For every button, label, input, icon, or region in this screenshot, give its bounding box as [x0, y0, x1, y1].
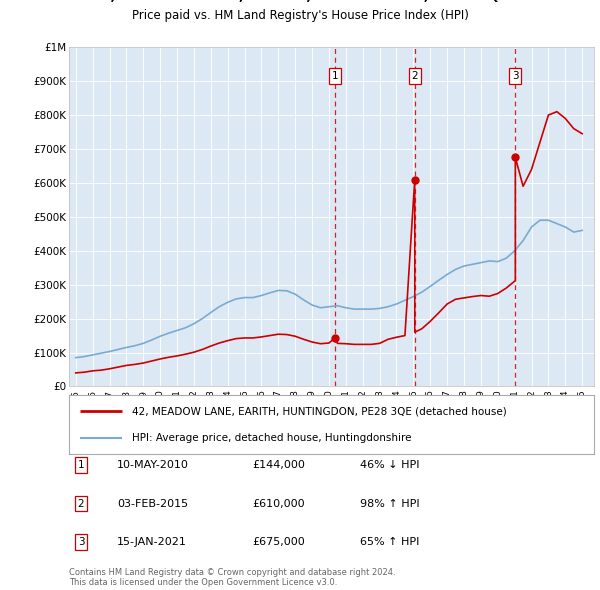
- Text: 03-FEB-2015: 03-FEB-2015: [117, 499, 188, 509]
- Text: 98% ↑ HPI: 98% ↑ HPI: [360, 499, 419, 509]
- Text: 1: 1: [77, 460, 85, 470]
- Text: 15-JAN-2021: 15-JAN-2021: [117, 537, 187, 547]
- Text: 10-MAY-2010: 10-MAY-2010: [117, 460, 189, 470]
- Text: 42, MEADOW LANE, EARITH, HUNTINGDON, PE28 3QE: 42, MEADOW LANE, EARITH, HUNTINGDON, PE2…: [91, 0, 509, 3]
- Text: 3: 3: [77, 537, 85, 547]
- Text: Price paid vs. HM Land Registry's House Price Index (HPI): Price paid vs. HM Land Registry's House …: [131, 9, 469, 22]
- Text: This data is licensed under the Open Government Licence v3.0.: This data is licensed under the Open Gov…: [69, 578, 337, 587]
- Text: 46% ↓ HPI: 46% ↓ HPI: [360, 460, 419, 470]
- Text: 3: 3: [512, 71, 518, 81]
- Text: 65% ↑ HPI: 65% ↑ HPI: [360, 537, 419, 547]
- Text: 42, MEADOW LANE, EARITH, HUNTINGDON, PE28 3QE (detached house): 42, MEADOW LANE, EARITH, HUNTINGDON, PE2…: [132, 407, 507, 416]
- Text: Contains HM Land Registry data © Crown copyright and database right 2024.: Contains HM Land Registry data © Crown c…: [69, 568, 395, 576]
- Text: £610,000: £610,000: [252, 499, 305, 509]
- Text: £675,000: £675,000: [252, 537, 305, 547]
- Text: 2: 2: [77, 499, 85, 509]
- Text: 2: 2: [412, 71, 418, 81]
- Text: 1: 1: [332, 71, 338, 81]
- Text: HPI: Average price, detached house, Huntingdonshire: HPI: Average price, detached house, Hunt…: [132, 434, 412, 443]
- Text: £144,000: £144,000: [252, 460, 305, 470]
